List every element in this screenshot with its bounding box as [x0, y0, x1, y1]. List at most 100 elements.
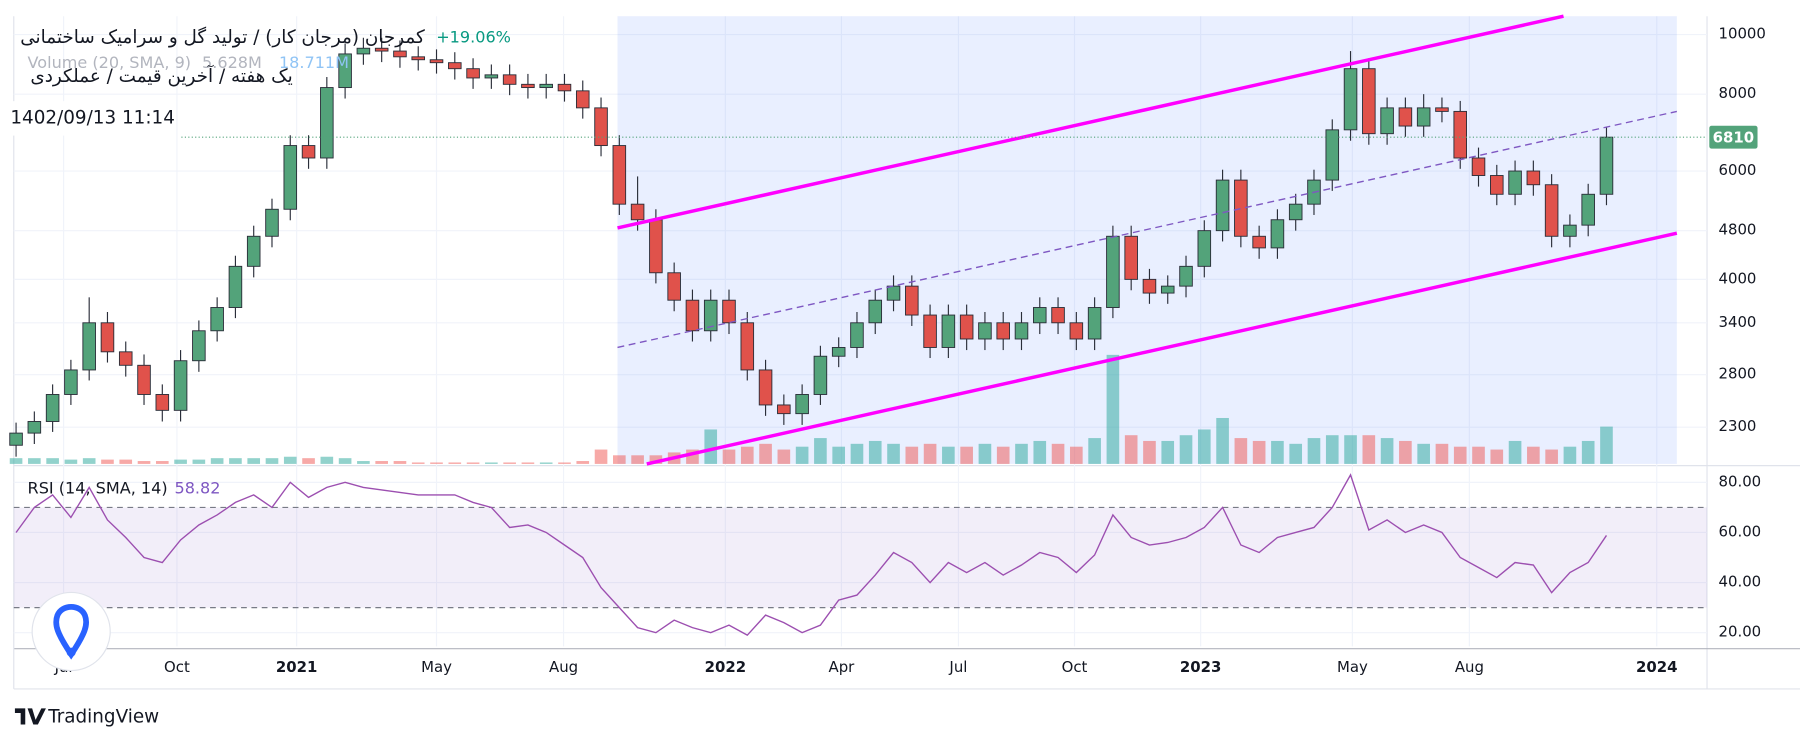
volume-bar: [137, 461, 151, 464]
y-tick-label: 10000: [1718, 25, 1765, 43]
rsi-band-fill: [13, 507, 1708, 608]
candle-body: [1453, 110, 1468, 159]
candle-body: [923, 314, 937, 348]
candle-body: [1252, 235, 1266, 249]
volume-bar: [229, 458, 242, 464]
volume-bar: [1399, 440, 1412, 464]
volume-bar: [1143, 440, 1156, 464]
candle-body: [1526, 170, 1541, 186]
candle-body: [393, 50, 407, 58]
volume-bar: [1380, 438, 1394, 464]
candle-body: [594, 107, 608, 147]
change-label: +19.06%: [436, 28, 511, 47]
candle-body: [374, 47, 389, 52]
candle-body: [1362, 68, 1376, 135]
candle-body: [1215, 179, 1230, 232]
candle-body: [1106, 235, 1120, 308]
rsi-tick-label: 60.00: [1718, 522, 1761, 540]
volume-bar: [320, 456, 334, 464]
candle-body: [1508, 170, 1522, 195]
volume-bar: [466, 462, 480, 464]
candle-body: [1599, 136, 1614, 195]
candle-body: [813, 355, 828, 395]
volume-bar: [1271, 440, 1284, 464]
candle-body: [502, 74, 517, 85]
rsi-line: [15, 473, 1608, 637]
volume-bar: [1252, 440, 1266, 464]
candle-body: [1581, 193, 1595, 226]
volume-bar: [923, 443, 937, 464]
candle-body: [630, 203, 645, 221]
candle-body: [777, 404, 791, 415]
volume-legend: Volume (20, SMA, 9): [28, 53, 192, 72]
volume-bar: [1179, 435, 1193, 464]
volume-value: 18.711M: [279, 53, 349, 72]
candle-body: [1124, 235, 1138, 280]
candle-body: [45, 394, 60, 422]
candle-body: [1380, 107, 1394, 135]
volume-bar: [1070, 446, 1083, 464]
volume-bar: [265, 458, 279, 464]
candle-body: [27, 421, 42, 434]
channel-lower: [646, 231, 1678, 466]
x-tick-label: 2021: [276, 658, 318, 676]
brand-icon: [14, 708, 46, 725]
x-tick-label: Jul: [948, 658, 967, 676]
candle-body: [301, 145, 316, 159]
volume-bar: [576, 461, 590, 464]
volume-bar: [740, 446, 754, 464]
volume-bar: [1600, 426, 1613, 464]
volume-bar: [1508, 440, 1522, 464]
volume-bar: [795, 446, 809, 464]
candle-body: [722, 299, 736, 324]
volume-bar: [1033, 440, 1047, 464]
volume-bar: [155, 461, 169, 464]
candle-body: [466, 68, 480, 79]
volume-bar: [868, 440, 882, 464]
volume-value: 5.628M: [202, 53, 262, 72]
volume-bar: [101, 459, 114, 464]
last-price-label: 6810: [1713, 128, 1755, 146]
candle-body: [155, 394, 170, 411]
volume-bar: [631, 455, 644, 464]
volume-bar: [1216, 417, 1229, 464]
x-tick-label: 2024: [1636, 658, 1678, 676]
volume-bar: [887, 443, 900, 464]
candle-body: [1544, 184, 1559, 237]
candle-body: [338, 53, 352, 89]
volume-bar: [960, 446, 973, 464]
volume-bar: [1417, 443, 1430, 464]
volume-bar: [1051, 443, 1065, 464]
volume-bar: [1161, 440, 1175, 464]
candle-body: [100, 322, 115, 353]
volume-bar: [430, 462, 443, 464]
candle-body: [1051, 307, 1065, 324]
volume-bar: [192, 459, 206, 464]
candle-body: [1343, 68, 1358, 131]
x-tick-label: May: [1337, 658, 1368, 676]
x-tick-label: May: [421, 658, 452, 676]
y-tick-label: 8000: [1718, 84, 1756, 102]
candle-body: [1325, 129, 1340, 181]
volume-bar: [1124, 435, 1138, 464]
candle-body: [210, 307, 224, 332]
logo-icon: [53, 603, 90, 660]
volume-bar: [393, 461, 407, 464]
candle-body: [868, 299, 883, 324]
volume-bar: [1362, 435, 1376, 464]
candle-body: [1398, 107, 1413, 127]
volume-bar: [1581, 440, 1595, 464]
candle-body: [137, 364, 151, 395]
volume-bar: [1088, 438, 1101, 464]
chart-title: کمرجان (مرجان کار) / تولید گل و سرامیک س…: [20, 26, 425, 48]
volume-bar: [1289, 443, 1303, 464]
volume-bar: [1325, 435, 1339, 464]
volume-bar: [1490, 449, 1504, 464]
volume-bar: [1106, 354, 1120, 464]
candle-body: [64, 369, 78, 395]
channel-middle: [617, 110, 1678, 349]
candle-body: [996, 322, 1010, 340]
volume-bar: [302, 458, 315, 464]
